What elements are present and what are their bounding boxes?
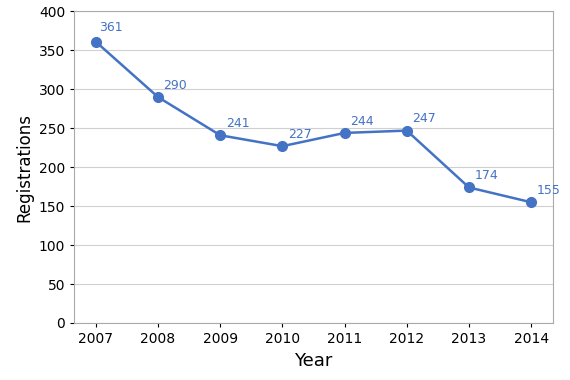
Text: 244: 244	[350, 115, 374, 128]
Text: 155: 155	[537, 184, 560, 197]
Text: 241: 241	[226, 117, 250, 130]
X-axis label: Year: Year	[294, 352, 333, 370]
Y-axis label: Registrations: Registrations	[15, 113, 33, 222]
Text: 247: 247	[412, 112, 436, 125]
Text: 174: 174	[474, 169, 498, 182]
Text: 290: 290	[164, 79, 188, 92]
Text: 361: 361	[99, 21, 123, 34]
Text: 227: 227	[288, 128, 312, 141]
